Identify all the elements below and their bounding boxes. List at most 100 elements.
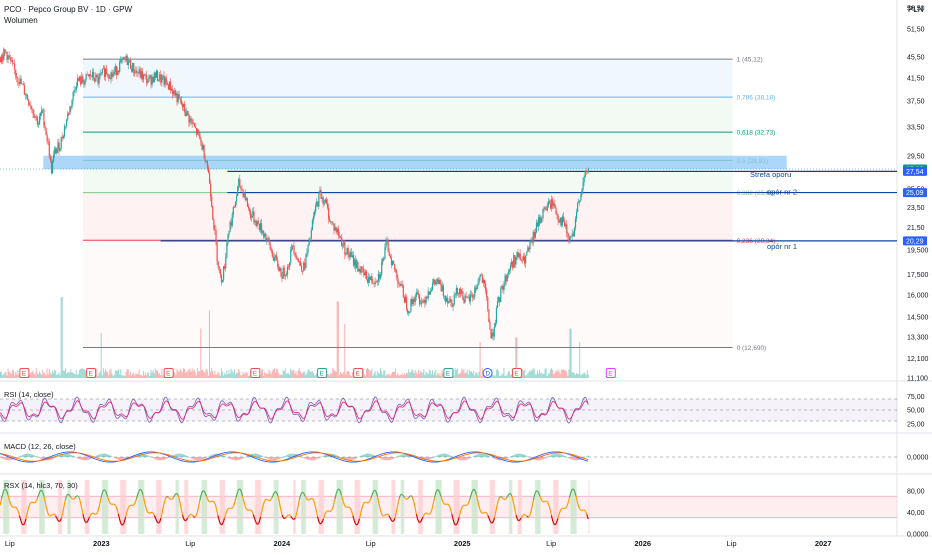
candle-body bbox=[187, 111, 188, 115]
candle-body bbox=[576, 212, 577, 219]
volume-label[interactable]: Wolumen bbox=[4, 16, 38, 25]
rsx-line-segment bbox=[496, 508, 497, 512]
candle-body bbox=[259, 224, 260, 230]
candle-body bbox=[120, 60, 121, 62]
rsx-line-segment bbox=[470, 496, 471, 498]
candle-body bbox=[161, 77, 162, 83]
rsx-line-segment bbox=[265, 500, 266, 501]
candle-body bbox=[8, 55, 9, 59]
rsx-line-segment bbox=[390, 519, 391, 520]
volume-bar bbox=[421, 373, 422, 378]
rsx-line-segment bbox=[270, 500, 271, 501]
macd-histogram-bar bbox=[325, 455, 326, 457]
volume-bar bbox=[342, 374, 343, 378]
rsx-line-segment bbox=[332, 508, 333, 510]
volume-bar bbox=[5, 372, 6, 378]
macd-histogram-bar bbox=[558, 454, 559, 457]
candle-body bbox=[211, 197, 212, 207]
rsx-os-shade bbox=[394, 480, 396, 534]
candle-body bbox=[214, 229, 215, 230]
price-tick-10: 19,500 bbox=[907, 247, 929, 254]
macd-histogram-bar bbox=[87, 457, 88, 460]
chart-title[interactable]: PCO · Pepco Group BV · 1D · GPW bbox=[4, 5, 132, 14]
candle-body bbox=[462, 291, 463, 299]
rsx-line-segment bbox=[242, 493, 243, 496]
macd-histogram-bar bbox=[39, 457, 40, 458]
macd-histogram-bar bbox=[379, 457, 380, 458]
candle-body bbox=[472, 295, 473, 298]
macd-histogram-bar bbox=[34, 455, 35, 457]
candle-body bbox=[363, 268, 364, 273]
macd-histogram-bar bbox=[564, 456, 565, 457]
volume-bar bbox=[316, 373, 317, 378]
rsx-line-segment bbox=[421, 520, 422, 521]
macd-histogram-bar bbox=[155, 457, 156, 459]
candle-body bbox=[201, 142, 202, 150]
volume-bar bbox=[141, 375, 142, 378]
volume-bar bbox=[560, 374, 561, 378]
candle-body bbox=[246, 198, 247, 200]
rsx-line-segment bbox=[380, 510, 381, 513]
macd-histogram-bar bbox=[364, 454, 365, 457]
volume-bar bbox=[578, 374, 579, 378]
candle-body bbox=[389, 252, 390, 256]
candle-body bbox=[198, 130, 199, 133]
candle-body bbox=[312, 220, 313, 230]
volume-bar bbox=[135, 373, 136, 378]
macd-histogram-bar bbox=[106, 454, 107, 457]
candle-body bbox=[17, 78, 18, 82]
rsx-line-segment bbox=[457, 522, 458, 524]
candle-body bbox=[523, 256, 524, 260]
candle-body bbox=[271, 248, 272, 251]
macd-histogram-bar bbox=[315, 457, 316, 460]
rsx-line-segment bbox=[279, 502, 280, 506]
rsx-line-segment bbox=[385, 514, 386, 515]
rsx-line-segment bbox=[489, 517, 490, 519]
rsx-line-segment bbox=[547, 501, 548, 502]
candle-body bbox=[477, 283, 478, 285]
macd-histogram-bar bbox=[565, 456, 566, 457]
rsx-line-segment bbox=[170, 499, 171, 500]
volume-bar bbox=[100, 371, 101, 378]
rsx-line-segment bbox=[236, 495, 237, 498]
macd-histogram-bar bbox=[232, 457, 233, 460]
volume-bar bbox=[335, 371, 336, 378]
candle-body bbox=[423, 300, 424, 303]
volume-bar bbox=[493, 375, 494, 378]
volume-bar bbox=[226, 371, 227, 378]
candle-body bbox=[431, 290, 432, 292]
candle-body bbox=[376, 281, 377, 282]
rsx-line-segment bbox=[525, 515, 526, 516]
rsx-line-segment bbox=[432, 505, 433, 508]
candle-body bbox=[569, 237, 570, 241]
volume-bar bbox=[67, 372, 68, 378]
rsx-line-segment bbox=[394, 518, 395, 520]
candle-body bbox=[240, 188, 241, 189]
candle-body bbox=[428, 291, 429, 298]
volume-bar bbox=[494, 375, 495, 378]
macd-histogram-bar bbox=[363, 455, 364, 457]
candle-body bbox=[196, 128, 197, 135]
rsx-line-segment bbox=[345, 506, 346, 507]
rsx-line-segment bbox=[315, 507, 316, 510]
volume-bar bbox=[329, 376, 330, 378]
volume-bar bbox=[192, 368, 193, 378]
candle-body bbox=[5, 52, 6, 53]
candle-body bbox=[368, 277, 369, 283]
candle-body bbox=[57, 142, 58, 149]
rsx-line-segment bbox=[9, 498, 10, 501]
time-tick-9: 2027 bbox=[815, 539, 832, 548]
candle-body bbox=[40, 113, 41, 116]
rsx-line-segment bbox=[179, 498, 180, 501]
candle-body bbox=[335, 227, 336, 230]
rsx-line-segment bbox=[102, 492, 103, 495]
candle-body bbox=[289, 263, 290, 267]
macd-histogram-bar bbox=[341, 457, 342, 458]
macd-histogram-bar bbox=[560, 454, 561, 457]
candle-body bbox=[547, 205, 548, 210]
rsx-line-segment bbox=[121, 522, 122, 524]
volume-bar bbox=[58, 372, 59, 378]
macd-histogram-bar bbox=[307, 457, 308, 460]
macd-histogram-bar bbox=[352, 457, 353, 460]
